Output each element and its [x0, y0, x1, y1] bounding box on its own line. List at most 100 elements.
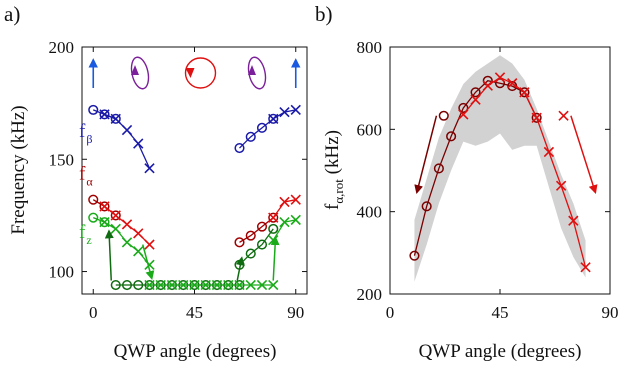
falpha-x-right-point — [290, 194, 301, 205]
circles-point — [519, 87, 530, 98]
circles-point — [458, 102, 469, 113]
falpha-label-sub: α — [86, 174, 93, 188]
fz-x-right-point — [268, 234, 279, 246]
fbeta-o-left-point — [110, 113, 121, 124]
fbeta-x-left-point — [110, 113, 121, 125]
uncertainty-band — [414, 55, 586, 282]
fbeta-x-right-point — [290, 104, 301, 116]
panel-a-frame — [81, 46, 308, 295]
crosses-point — [543, 146, 555, 158]
panel-b-ylabel-unit: (kHz) — [322, 130, 343, 179]
fz-o-left-point — [88, 212, 99, 223]
panel-a-xlabel: QWP angle (degrees) — [114, 341, 277, 362]
b-right-arrow — [570, 115, 598, 195]
fbeta-label: fβ — [79, 121, 92, 146]
elliptical-ccw-icon-left-arrowhead — [131, 65, 139, 75]
fz-x-bottom-point — [211, 279, 223, 291]
x-tick-label: 90 — [287, 303, 304, 322]
b-left-arrow — [414, 115, 438, 195]
y-tick-label: 200 — [49, 38, 75, 57]
fbeta-o-right-point — [256, 122, 268, 133]
circles-point — [470, 87, 481, 98]
crosses-point — [555, 180, 567, 191]
fz-x-bottom-point — [200, 279, 211, 291]
fbeta-x-left-point — [99, 109, 110, 120]
panel-b-xlabel: QWP angle (degrees) — [419, 341, 582, 362]
x-tick-label: 0 — [89, 303, 98, 322]
falpha-label: fα — [79, 163, 93, 188]
y-tick-label: 400 — [357, 203, 383, 222]
falpha-o-right-point — [268, 212, 279, 223]
circular-icon-center — [184, 57, 217, 89]
fbeta-x-left-point — [144, 163, 155, 174]
circles-point — [409, 250, 420, 261]
fz-x-bottom-point — [155, 279, 166, 291]
fbeta-x-left-point — [133, 138, 144, 149]
fz-x-left-point — [133, 246, 144, 257]
fz-o-right-point — [256, 239, 268, 250]
crosses-point — [494, 72, 506, 83]
fz-o-left-point — [99, 217, 110, 228]
fz-x-bottom-point — [166, 279, 178, 291]
falpha-o-right-point — [256, 221, 268, 232]
fz-x-right-point — [290, 214, 301, 226]
fz-right-up-arrow — [235, 256, 245, 281]
fbeta-o-left-point — [88, 104, 99, 115]
x-tick-label: 0 — [386, 303, 395, 322]
elliptical-icon-right-arrowhead — [248, 65, 256, 75]
y-tick-label: 100 — [49, 263, 75, 282]
fz-left-down-arrow — [142, 244, 155, 281]
b-left-marker — [438, 110, 449, 121]
fz-x-left-point — [99, 216, 110, 228]
fz-x-bottom-point — [189, 279, 200, 291]
fz-x-bottom-point — [144, 279, 155, 291]
falpha-x-left-point — [121, 219, 133, 230]
falpha-x-left-point — [144, 239, 155, 250]
fz-o-right-point — [268, 223, 279, 234]
circular-icon-center-arrowhead — [185, 68, 195, 78]
fz-o-bottom-point — [133, 279, 144, 291]
falpha-x-right-point — [268, 212, 279, 223]
crosses-point — [482, 80, 493, 91]
fz-o-right-point — [245, 248, 256, 259]
fz-label: fz — [79, 222, 92, 247]
crosses-point — [458, 109, 469, 120]
fz-label-sub: z — [86, 233, 91, 247]
falpha-o-left-point — [99, 201, 110, 212]
falpha-x-left-point — [110, 210, 121, 221]
y-tick-label: 150 — [49, 150, 75, 169]
fbeta-label-sub: β — [86, 132, 92, 146]
fz-x-bottom-point — [178, 279, 189, 291]
fbeta-o-left-point — [99, 109, 110, 120]
fz-x-bottom-point — [245, 279, 256, 291]
b-right-marker — [558, 110, 569, 121]
crosses-point — [470, 94, 481, 105]
circles-point — [494, 78, 506, 89]
panel-a: 0 45 90 100 150 200 fβ fα fz — [49, 38, 308, 322]
fz-o-right-line — [239, 228, 274, 266]
fz-o-bottom-point — [121, 279, 133, 291]
y-tick-label: 800 — [357, 38, 383, 57]
fbeta-o-right-point — [234, 142, 245, 154]
falpha-o-right-point — [234, 237, 245, 248]
fz-x-left-point — [110, 223, 121, 235]
panel-a-ylabel: Frequency (kHz) — [8, 105, 29, 234]
fz-x-right-point — [279, 216, 290, 228]
fbeta-o-right-line — [239, 118, 274, 149]
x-tick-label: 45 — [186, 303, 203, 322]
y-tick-label: 200 — [357, 285, 383, 304]
fz-x-left-point — [144, 259, 155, 270]
fz-x-left-point — [121, 237, 133, 248]
fz-x-bottom-point — [234, 279, 245, 291]
circles-point — [421, 201, 432, 212]
crosses-point — [519, 87, 530, 98]
circles-point — [446, 131, 457, 142]
falpha-x-right-point — [279, 196, 290, 208]
y-tick-label: 600 — [357, 120, 383, 139]
panel-b: 0 45 90 200 400 600 800 — [357, 38, 619, 322]
fbeta-x-right-point — [279, 106, 290, 118]
crosses-point — [580, 262, 591, 273]
falpha-x-left-point — [99, 201, 110, 212]
fbeta-o-right-point — [245, 131, 256, 142]
